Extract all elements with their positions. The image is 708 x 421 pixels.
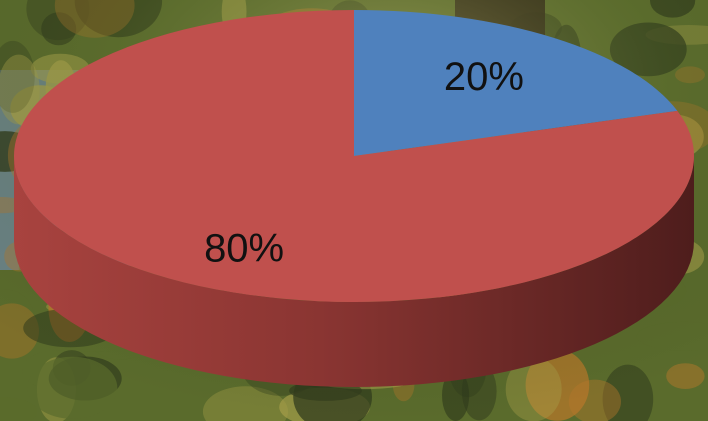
pie-side-wall: [14, 156, 694, 387]
pie-slice-1: [13, 10, 694, 303]
pie-slice-label-1: 80%: [204, 227, 284, 271]
pie-slice-0: [354, 10, 678, 156]
pie-slice-label-0: 20%: [444, 55, 524, 99]
pie-plot-area: 20% 80%: [13, 10, 694, 387]
